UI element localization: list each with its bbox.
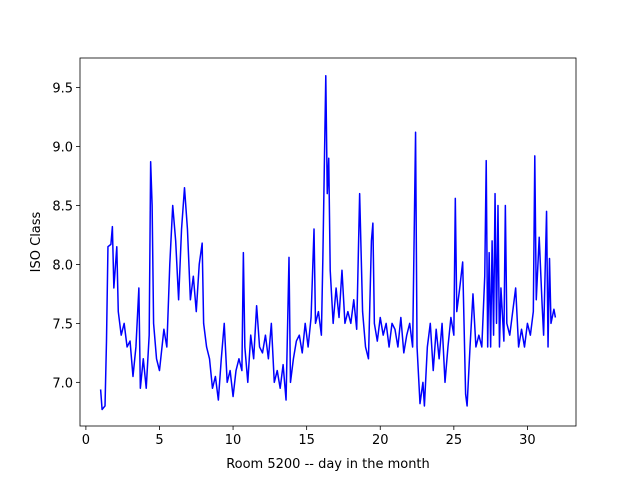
- data-line: [99, 74, 557, 411]
- plot-frame: [79, 57, 577, 427]
- x-tick-label: 10: [225, 433, 242, 448]
- y-tick-label: 7.5: [52, 317, 73, 332]
- x-axis-label: Room 5200 -- day in the month: [226, 457, 430, 472]
- y-tick-label: 7.0: [52, 376, 73, 391]
- y-tick-label: 8.0: [52, 258, 73, 273]
- x-tick-label: 5: [155, 433, 163, 448]
- x-tick-label: 25: [446, 433, 463, 448]
- y-tick-label: 9.0: [52, 140, 73, 155]
- x-tick-label: 0: [82, 433, 90, 448]
- y-axis-label: ISO Class: [29, 211, 44, 272]
- x-tick-label: 30: [519, 433, 536, 448]
- x-tick-label: 15: [298, 433, 315, 448]
- y-tick-label: 8.5: [52, 199, 73, 214]
- x-tick-label: 20: [372, 433, 389, 448]
- y-tick-label: 9.5: [52, 81, 73, 96]
